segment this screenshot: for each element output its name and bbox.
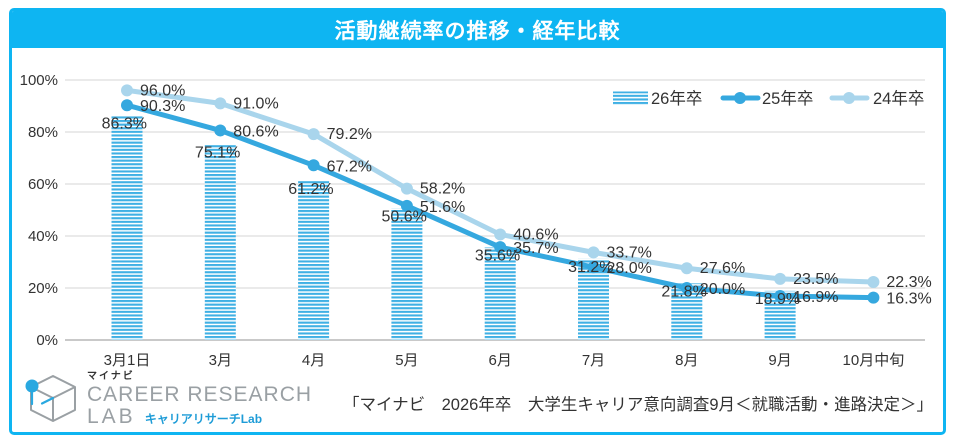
point-24年卒-7月 bbox=[587, 246, 600, 259]
infographic-card: 活動継続率の推移・経年比較 0% 20% 40% 60% 80% 100% 3月1日 3月 4月… bbox=[9, 8, 946, 435]
point-24年卒-5月 bbox=[400, 182, 413, 195]
legend-dot-25年卒 bbox=[734, 92, 746, 104]
value-label-24年卒-3月1日: 96.0% bbox=[140, 82, 185, 99]
point-24年卒-3月1日 bbox=[121, 84, 133, 97]
value-label-25年卒-9月: 16.9% bbox=[793, 289, 838, 306]
point-25年卒-3月1日 bbox=[121, 99, 133, 112]
value-label-24年卒-7月: 33.7% bbox=[607, 244, 652, 261]
point-24年卒-8月 bbox=[680, 262, 693, 275]
value-label-25年卒-8月: 20.0% bbox=[700, 281, 745, 298]
point-25年卒-5月 bbox=[400, 199, 413, 212]
logo-line2: LAB bbox=[87, 405, 136, 429]
point-25年卒-3月 bbox=[214, 124, 227, 137]
value-label-26年卒-8月: 21.8% bbox=[661, 283, 706, 300]
bar-26年卒-5月 bbox=[391, 208, 423, 340]
bar-26年卒-4月 bbox=[298, 180, 330, 340]
trend-chart: 0% 20% 40% 60% 80% 100% 3月1日 3月 4月 5月 6月 7月 8月 9月 10月中… bbox=[20, 72, 932, 369]
y-tick-100: 100% bbox=[20, 72, 58, 89]
value-label-26年卒-9月: 18.9% bbox=[755, 291, 800, 308]
bar-26年卒-3月1日 bbox=[111, 115, 143, 341]
value-label-26年卒-6月: 35.6% bbox=[475, 247, 520, 264]
x-tick-6: 8月 bbox=[675, 352, 698, 369]
value-label-26年卒-3月1日: 86.3% bbox=[102, 116, 147, 133]
value-label-25年卒-5月: 51.6% bbox=[420, 199, 465, 216]
y-tick-80: 80% bbox=[28, 124, 58, 141]
point-25年卒-9月 bbox=[774, 290, 787, 303]
legend-dot-24年卒 bbox=[843, 92, 855, 104]
logo-brand: マイナビ bbox=[87, 370, 135, 382]
point-24年卒-10月中旬 bbox=[867, 276, 880, 289]
logo-subtitle: キャリアリサーチLab bbox=[144, 412, 263, 427]
value-label-24年卒-10月中旬: 22.3% bbox=[886, 274, 931, 291]
legend-label-25年卒: 25年卒 bbox=[762, 89, 813, 108]
logo-text: マイナビ CAREER RESEARCH LAB キャリアリサーチLab bbox=[87, 370, 313, 429]
value-label-26年卒-4月: 61.2% bbox=[288, 181, 333, 198]
point-25年卒-10月中旬 bbox=[867, 291, 880, 304]
legend-label-24年卒: 24年卒 bbox=[873, 89, 924, 108]
value-label-26年卒-5月: 50.6% bbox=[382, 208, 427, 225]
logo-line1: CAREER RESEARCH bbox=[87, 383, 313, 407]
bar-26年卒-6月 bbox=[484, 247, 516, 340]
title-bar: 活動継続率の推移・経年比較 bbox=[12, 11, 943, 48]
chart-title: 活動継続率の推移・経年比較 bbox=[334, 19, 621, 43]
value-label-24年卒-9月: 23.5% bbox=[793, 271, 838, 288]
point-24年卒-9月 bbox=[774, 272, 787, 285]
value-label-25年卒-3月1日: 90.3% bbox=[140, 98, 185, 115]
point-25年卒-6月 bbox=[494, 241, 507, 254]
logo-pin-dot bbox=[25, 379, 39, 393]
y-tick-40: 40% bbox=[28, 228, 58, 245]
value-label-26年卒-3月: 75.1% bbox=[195, 145, 240, 162]
bar-26年卒-3月 bbox=[204, 144, 236, 340]
y-tick-20: 20% bbox=[28, 280, 58, 297]
legend-swatch-26年卒 bbox=[613, 91, 648, 105]
x-tick-7: 9月 bbox=[768, 352, 791, 369]
value-label-24年卒-3月: 91.0% bbox=[233, 95, 278, 112]
value-label-25年卒-6月: 35.7% bbox=[513, 240, 558, 257]
value-label-25年卒-7月: 28.0% bbox=[607, 260, 652, 277]
point-25年卒-7月 bbox=[587, 261, 600, 274]
point-24年卒-4月 bbox=[307, 128, 320, 141]
y-tick-60: 60% bbox=[28, 176, 58, 193]
value-label-26年卒-7月: 31.2% bbox=[568, 259, 613, 276]
point-25年卒-4月 bbox=[307, 159, 320, 172]
point-24年卒-3月 bbox=[214, 97, 227, 110]
source-caption: 「マイナビ 2026年卒 大学生キャリア意向調査9月＜就職活動・進路決定＞」 bbox=[342, 396, 933, 414]
chart-area: 0% 20% 40% 60% 80% 100% 3月1日 3月 4月 5月 6月 7月 8月 9月 10月中… bbox=[12, 48, 943, 370]
value-label-24年卒-8月: 27.6% bbox=[700, 260, 745, 277]
logo-mark-icon bbox=[25, 375, 76, 422]
x-tick-3: 5月 bbox=[395, 352, 418, 369]
y-tick-0: 0% bbox=[36, 332, 58, 349]
value-label-25年卒-4月: 67.2% bbox=[327, 158, 372, 175]
x-tick-2: 4月 bbox=[302, 352, 325, 369]
value-label-24年卒-4月: 79.2% bbox=[327, 126, 372, 143]
value-label-24年卒-6月: 40.6% bbox=[513, 226, 558, 243]
x-tick-1: 3月 bbox=[209, 352, 232, 369]
value-label-25年卒-10月中旬: 16.3% bbox=[886, 291, 931, 308]
x-tick-0: 3月1日 bbox=[104, 352, 151, 369]
point-24年卒-6月 bbox=[494, 228, 507, 241]
value-label-25年卒-3月: 80.6% bbox=[233, 123, 278, 140]
footer: マイナビ CAREER RESEARCH LAB キャリアリサーチLab 「マイ… bbox=[12, 370, 943, 432]
legend-label-26年卒: 26年卒 bbox=[651, 89, 702, 108]
point-25年卒-8月 bbox=[680, 282, 693, 294]
x-tick-5: 7月 bbox=[582, 352, 605, 369]
career-research-lab-logo: マイナビ CAREER RESEARCH LAB キャリアリサーチLab bbox=[24, 370, 313, 429]
x-tick-8: 10月中旬 bbox=[843, 352, 905, 369]
value-label-24年卒-5月: 58.2% bbox=[420, 181, 465, 198]
x-tick-4: 6月 bbox=[489, 352, 512, 369]
